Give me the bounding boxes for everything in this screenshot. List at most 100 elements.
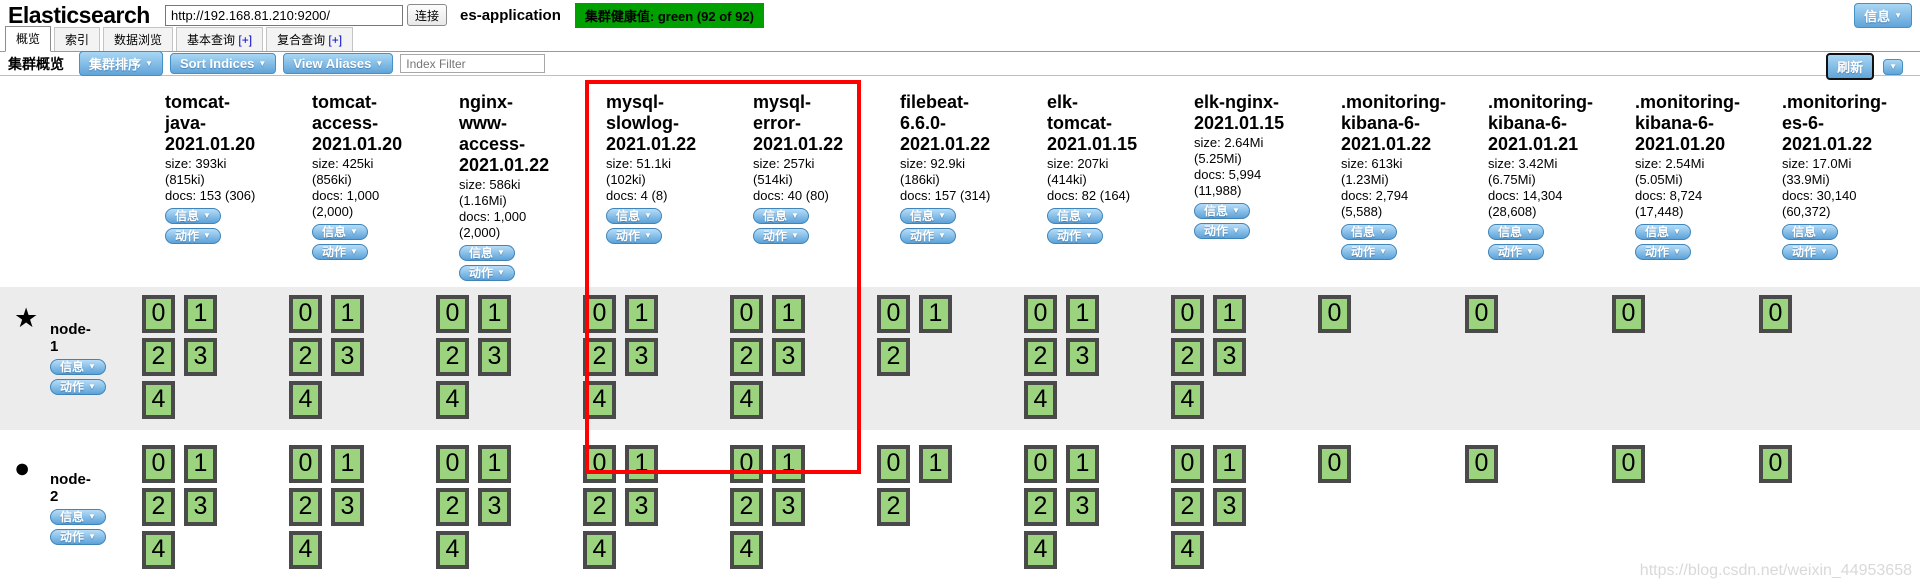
index-info-button[interactable]: 信息 ▼ — [1488, 224, 1544, 240]
shard-box-4[interactable]: 4 — [289, 531, 322, 569]
index-actions-button[interactable]: 动作 ▼ — [753, 228, 809, 244]
index-info-button[interactable]: 信息 ▼ — [165, 208, 221, 224]
shard-box-0[interactable]: 0 — [583, 445, 616, 483]
shard-box-3[interactable]: 3 — [478, 338, 511, 376]
shard-box-0[interactable]: 0 — [142, 445, 175, 483]
shard-box-0[interactable]: 0 — [289, 295, 322, 333]
shard-box-1[interactable]: 1 — [184, 295, 217, 333]
tab-overview[interactable]: 概览 — [5, 26, 52, 52]
refresh-dropdown-button[interactable]: ▼ — [1883, 58, 1903, 75]
shard-box-0[interactable]: 0 — [1465, 445, 1498, 483]
shard-box-0[interactable]: 0 — [730, 295, 763, 333]
shard-box-3[interactable]: 3 — [1213, 338, 1246, 376]
shard-box-4[interactable]: 4 — [142, 381, 175, 419]
shard-box-3[interactable]: 3 — [625, 338, 658, 376]
shard-box-2[interactable]: 2 — [142, 338, 175, 376]
shard-box-2[interactable]: 2 — [583, 488, 616, 526]
index-actions-button[interactable]: 动作 ▼ — [1341, 244, 1397, 260]
shard-box-0[interactable]: 0 — [436, 295, 469, 333]
index-actions-button[interactable]: 动作 ▼ — [1635, 244, 1691, 260]
shard-box-0[interactable]: 0 — [1612, 295, 1645, 333]
shard-box-2[interactable]: 2 — [730, 338, 763, 376]
shard-box-1[interactable]: 1 — [772, 295, 805, 333]
node-actions-button[interactable]: 动作 ▼ — [50, 379, 106, 395]
shard-box-0[interactable]: 0 — [1759, 295, 1792, 333]
shard-box-2[interactable]: 2 — [730, 488, 763, 526]
index-actions-button[interactable]: 动作 ▼ — [1488, 244, 1544, 260]
shard-box-1[interactable]: 1 — [919, 295, 952, 333]
shard-box-2[interactable]: 2 — [877, 338, 910, 376]
index-info-button[interactable]: 信息 ▼ — [312, 224, 368, 240]
index-filter-input[interactable] — [400, 54, 546, 73]
refresh-button[interactable]: 刷新 — [1826, 53, 1875, 80]
shard-box-4[interactable]: 4 — [1024, 531, 1057, 569]
shard-box-4[interactable]: 4 — [1024, 381, 1057, 419]
index-info-button[interactable]: 信息 ▼ — [1194, 203, 1250, 219]
index-actions-button[interactable]: 动作 ▼ — [900, 228, 956, 244]
index-actions-button[interactable]: 动作 ▼ — [165, 228, 221, 244]
shard-box-0[interactable]: 0 — [877, 445, 910, 483]
shard-box-1[interactable]: 1 — [1066, 445, 1099, 483]
shard-box-0[interactable]: 0 — [1318, 295, 1351, 333]
cluster-url-input[interactable] — [165, 4, 403, 26]
shard-box-0[interactable]: 0 — [730, 445, 763, 483]
shard-box-0[interactable]: 0 — [1024, 295, 1057, 333]
shard-box-1[interactable]: 1 — [1213, 295, 1246, 333]
index-actions-button[interactable]: 动作 ▼ — [312, 244, 368, 260]
shard-box-0[interactable]: 0 — [436, 445, 469, 483]
tab-basic-query[interactable]: 基本查询 [+] — [176, 27, 264, 51]
view-aliases-button[interactable]: View Aliases ▼ — [283, 53, 394, 74]
shard-box-3[interactable]: 3 — [478, 488, 511, 526]
shard-box-3[interactable]: 3 — [184, 338, 217, 376]
shard-box-0[interactable]: 0 — [1318, 445, 1351, 483]
shard-box-3[interactable]: 3 — [772, 338, 805, 376]
shard-box-1[interactable]: 1 — [478, 295, 511, 333]
shard-box-2[interactable]: 2 — [877, 488, 910, 526]
shard-box-0[interactable]: 0 — [1612, 445, 1645, 483]
shard-box-4[interactable]: 4 — [142, 531, 175, 569]
shard-box-1[interactable]: 1 — [331, 295, 364, 333]
index-info-button[interactable]: 信息 ▼ — [900, 208, 956, 224]
node-actions-button[interactable]: 动作 ▼ — [50, 529, 106, 545]
index-info-button[interactable]: 信息 ▼ — [459, 245, 515, 261]
connect-button[interactable]: 连接 — [407, 4, 448, 26]
index-actions-button[interactable]: 动作 ▼ — [1047, 228, 1103, 244]
shard-box-3[interactable]: 3 — [1213, 488, 1246, 526]
shard-box-4[interactable]: 4 — [436, 531, 469, 569]
shard-box-0[interactable]: 0 — [1171, 295, 1204, 333]
index-actions-button[interactable]: 动作 ▼ — [1194, 223, 1250, 239]
tab-indices[interactable]: 索引 — [54, 27, 101, 51]
shard-box-3[interactable]: 3 — [184, 488, 217, 526]
tab-data-browser[interactable]: 数据浏览 — [103, 27, 174, 51]
shard-box-1[interactable]: 1 — [1066, 295, 1099, 333]
shard-box-1[interactable]: 1 — [625, 295, 658, 333]
shard-box-0[interactable]: 0 — [583, 295, 616, 333]
shard-box-0[interactable]: 0 — [1024, 445, 1057, 483]
shard-box-1[interactable]: 1 — [478, 445, 511, 483]
shard-box-2[interactable]: 2 — [289, 338, 322, 376]
shard-box-2[interactable]: 2 — [436, 338, 469, 376]
cluster-info-button[interactable]: 信息 ▼ — [1854, 3, 1912, 28]
shard-box-2[interactable]: 2 — [436, 488, 469, 526]
cluster-sort-button[interactable]: 集群排序 ▼ — [79, 51, 163, 76]
shard-box-4[interactable]: 4 — [1171, 531, 1204, 569]
shard-box-4[interactable]: 4 — [1171, 381, 1204, 419]
shard-box-3[interactable]: 3 — [772, 488, 805, 526]
shard-box-3[interactable]: 3 — [331, 338, 364, 376]
shard-box-2[interactable]: 2 — [1024, 488, 1057, 526]
shard-box-3[interactable]: 3 — [1066, 488, 1099, 526]
shard-box-4[interactable]: 4 — [583, 531, 616, 569]
shard-box-2[interactable]: 2 — [583, 338, 616, 376]
shard-box-0[interactable]: 0 — [1171, 445, 1204, 483]
index-info-button[interactable]: 信息 ▼ — [1782, 224, 1838, 240]
tab-compound-query[interactable]: 复合查询 [+] — [266, 27, 354, 51]
shard-box-3[interactable]: 3 — [625, 488, 658, 526]
index-info-button[interactable]: 信息 ▼ — [1635, 224, 1691, 240]
shard-box-0[interactable]: 0 — [142, 295, 175, 333]
shard-box-1[interactable]: 1 — [1213, 445, 1246, 483]
index-actions-button[interactable]: 动作 ▼ — [1782, 244, 1838, 260]
shard-box-1[interactable]: 1 — [184, 445, 217, 483]
shard-box-2[interactable]: 2 — [1024, 338, 1057, 376]
node-info-button[interactable]: 信息 ▼ — [50, 509, 106, 525]
shard-box-1[interactable]: 1 — [772, 445, 805, 483]
